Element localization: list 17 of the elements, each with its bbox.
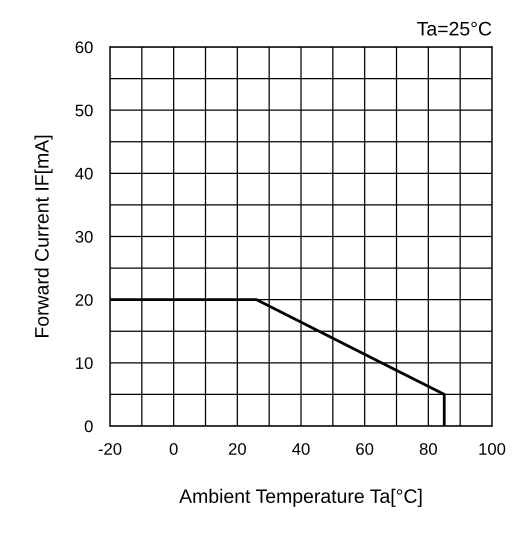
x-axis-title: Ambient Temperature Ta[°C] [179,488,422,507]
y-tick-label: 50 [75,104,93,116]
y-tick-label: 20 [76,294,93,306]
y-tick-label: 10 [76,357,93,370]
y-tick-label: 0 [84,420,93,432]
y-tick-label: 40 [75,168,93,180]
y-axis-title: Forward Current IF[mA] [34,136,53,337]
x-tick-label: 0 [170,443,178,455]
x-tick-label: 20 [228,443,246,455]
y-tick-label: 30 [75,230,93,243]
x-tick-label: 80 [420,443,437,455]
x-tick-label: 40 [292,443,310,455]
text: Ta=25°C [417,22,492,36]
x-tick-label: 100 [479,443,506,455]
x-tick-label: 60 [356,443,374,455]
x-tick-label: -20 [98,443,122,455]
y-tick-label: 60 [76,41,93,54]
